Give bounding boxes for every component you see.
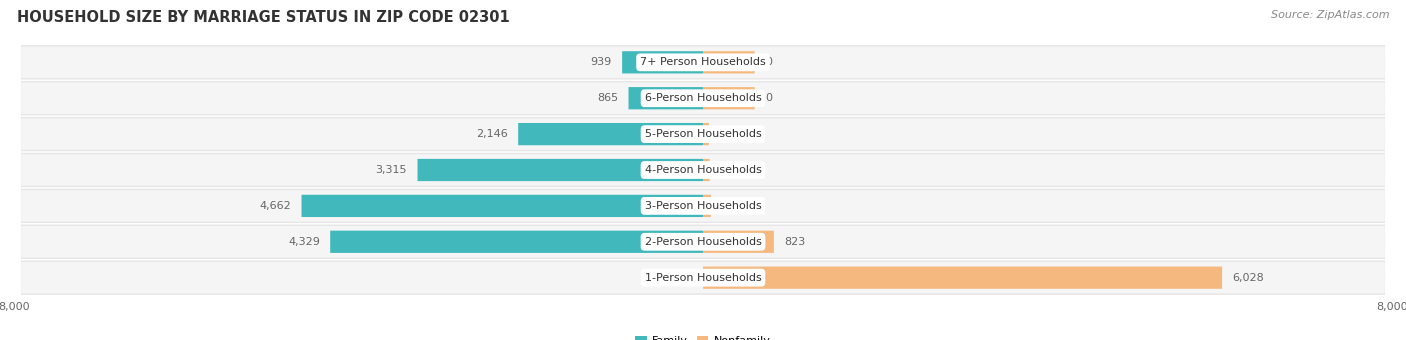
- FancyBboxPatch shape: [621, 51, 703, 73]
- FancyBboxPatch shape: [21, 260, 1385, 295]
- Text: 4-Person Households: 4-Person Households: [644, 165, 762, 175]
- FancyBboxPatch shape: [519, 123, 703, 145]
- FancyBboxPatch shape: [21, 226, 1385, 258]
- Text: 823: 823: [785, 237, 806, 247]
- Text: 2,146: 2,146: [477, 129, 508, 139]
- FancyBboxPatch shape: [703, 267, 1222, 289]
- FancyBboxPatch shape: [21, 117, 1385, 151]
- FancyBboxPatch shape: [703, 231, 773, 253]
- FancyBboxPatch shape: [21, 154, 1385, 186]
- Text: 0: 0: [765, 93, 772, 103]
- FancyBboxPatch shape: [21, 45, 1385, 80]
- FancyBboxPatch shape: [703, 195, 711, 217]
- Text: 5-Person Households: 5-Person Households: [644, 129, 762, 139]
- FancyBboxPatch shape: [21, 82, 1385, 114]
- FancyBboxPatch shape: [330, 231, 703, 253]
- Text: 77: 77: [720, 165, 734, 175]
- FancyBboxPatch shape: [21, 153, 1385, 187]
- Legend: Family, Nonfamily: Family, Nonfamily: [631, 331, 775, 340]
- Text: 6,028: 6,028: [1233, 273, 1264, 283]
- Text: 0: 0: [686, 273, 693, 283]
- FancyBboxPatch shape: [21, 224, 1385, 259]
- Text: Source: ZipAtlas.com: Source: ZipAtlas.com: [1271, 10, 1389, 20]
- Text: 865: 865: [598, 93, 619, 103]
- Text: 3,315: 3,315: [375, 165, 408, 175]
- Text: 2-Person Households: 2-Person Households: [644, 237, 762, 247]
- FancyBboxPatch shape: [21, 118, 1385, 150]
- Text: 0: 0: [765, 57, 772, 67]
- Text: 939: 939: [591, 57, 612, 67]
- Text: HOUSEHOLD SIZE BY MARRIAGE STATUS IN ZIP CODE 02301: HOUSEHOLD SIZE BY MARRIAGE STATUS IN ZIP…: [17, 10, 509, 25]
- Text: 4,329: 4,329: [288, 237, 319, 247]
- FancyBboxPatch shape: [418, 159, 703, 181]
- FancyBboxPatch shape: [703, 159, 710, 181]
- FancyBboxPatch shape: [21, 190, 1385, 222]
- FancyBboxPatch shape: [703, 87, 755, 109]
- FancyBboxPatch shape: [21, 47, 1385, 78]
- FancyBboxPatch shape: [301, 195, 703, 217]
- Text: 4,662: 4,662: [260, 201, 291, 211]
- FancyBboxPatch shape: [703, 123, 709, 145]
- Text: 1-Person Households: 1-Person Households: [644, 273, 762, 283]
- Text: 7+ Person Households: 7+ Person Households: [640, 57, 766, 67]
- FancyBboxPatch shape: [21, 81, 1385, 116]
- Text: 3-Person Households: 3-Person Households: [644, 201, 762, 211]
- FancyBboxPatch shape: [628, 87, 703, 109]
- Text: 6-Person Households: 6-Person Households: [644, 93, 762, 103]
- FancyBboxPatch shape: [21, 189, 1385, 223]
- Text: 69: 69: [720, 129, 734, 139]
- FancyBboxPatch shape: [703, 51, 755, 73]
- FancyBboxPatch shape: [21, 262, 1385, 293]
- Text: 92: 92: [721, 201, 735, 211]
